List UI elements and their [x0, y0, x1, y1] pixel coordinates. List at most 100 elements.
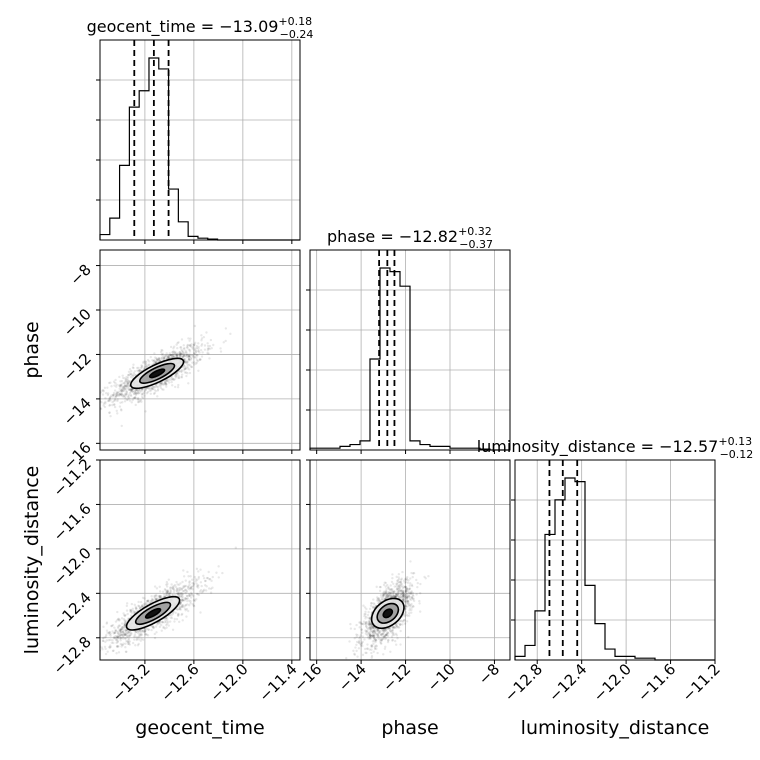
sample-point [167, 377, 170, 381]
sample-point [136, 629, 140, 633]
sample-point [186, 594, 189, 598]
sample-point [125, 378, 128, 381]
sample-point [122, 386, 125, 389]
sample-point [180, 352, 184, 355]
sample-point [410, 591, 413, 594]
sample-point [105, 639, 109, 642]
sample-point [134, 392, 137, 395]
sample-point [395, 624, 398, 628]
sample-point [206, 351, 209, 355]
sample-point [162, 625, 165, 629]
sample-point [383, 634, 387, 637]
sample-point [389, 650, 392, 653]
sample-point [111, 403, 114, 407]
sample-point [165, 623, 168, 627]
sample-point [178, 605, 181, 609]
sample-point [114, 381, 117, 385]
sample-point [125, 384, 129, 388]
sample-point [358, 635, 361, 639]
sample-point [197, 593, 201, 597]
sample-point [406, 596, 410, 599]
sample-point [117, 384, 121, 387]
sample-point [194, 354, 198, 357]
sample-point [179, 370, 183, 373]
sample-point [173, 385, 177, 389]
sample-point [130, 388, 134, 391]
sample-point [176, 587, 179, 591]
sample-point [121, 626, 124, 629]
sample-point [122, 394, 125, 397]
sample-point [200, 337, 204, 340]
sample-point [395, 594, 399, 597]
sample-point [177, 376, 180, 380]
sample-point [171, 612, 174, 616]
sample-point [126, 640, 130, 643]
sample-point [393, 585, 396, 588]
sample-point [372, 637, 376, 640]
sample-point [144, 633, 147, 636]
hist-panel-luminosity_distance: luminosity_distance = −12.57+0.13 −0.12 [477, 435, 753, 664]
sample-point [393, 626, 396, 629]
sample-point [119, 642, 123, 646]
sample-point [193, 363, 196, 366]
sample-point [165, 385, 168, 388]
sample-point [110, 641, 114, 645]
sample-point [123, 619, 126, 623]
sample-point [164, 354, 168, 357]
sample-point [116, 631, 119, 634]
sample-point [120, 390, 124, 393]
sample-point [137, 398, 140, 401]
x-tick-label-geocent_time: −12.6 [157, 660, 202, 705]
sample-point [172, 590, 176, 593]
sample-point [181, 599, 184, 602]
sample-point [376, 635, 379, 639]
sample-point [119, 632, 122, 636]
sample-point [130, 387, 133, 391]
sample-point [131, 398, 134, 402]
sample-point [409, 604, 412, 608]
sample-point [125, 633, 129, 636]
sample-point [171, 628, 175, 632]
sample-point [132, 371, 135, 375]
sample-point [188, 355, 191, 359]
sample-point [150, 599, 153, 603]
sample-point [389, 630, 393, 634]
sample-point [122, 386, 125, 390]
sample-point [153, 388, 156, 391]
sample-point [399, 588, 402, 592]
sample-point [405, 602, 408, 605]
sample-point [119, 383, 123, 387]
sample-point [143, 394, 146, 397]
sample-point [180, 594, 183, 597]
sample-point [106, 650, 109, 653]
sample-point [164, 383, 167, 386]
sample-point [133, 603, 136, 606]
sample-point [178, 588, 182, 592]
sample-point [379, 585, 382, 589]
sample-point [117, 394, 121, 397]
sample-point [367, 622, 370, 626]
sample-point [378, 585, 382, 589]
sample-point [112, 393, 115, 397]
sample-point [163, 381, 166, 385]
sample-point [224, 327, 228, 330]
sample-point [129, 388, 133, 391]
sample-point [404, 589, 407, 592]
sample-point [129, 609, 133, 612]
sample-point [128, 634, 131, 638]
sample-point [403, 595, 406, 598]
sample-point [405, 587, 409, 590]
sample-point [365, 629, 368, 633]
sample-point [114, 394, 118, 397]
sample-point [182, 355, 186, 358]
sample-point [137, 638, 141, 641]
sample-point [401, 597, 405, 601]
sample-point [136, 396, 140, 400]
sample-point [130, 388, 133, 391]
sample-point [153, 596, 157, 600]
sample-point [123, 633, 127, 637]
sample-point [130, 632, 133, 635]
sample-point [387, 585, 390, 589]
sample-point [162, 383, 166, 386]
